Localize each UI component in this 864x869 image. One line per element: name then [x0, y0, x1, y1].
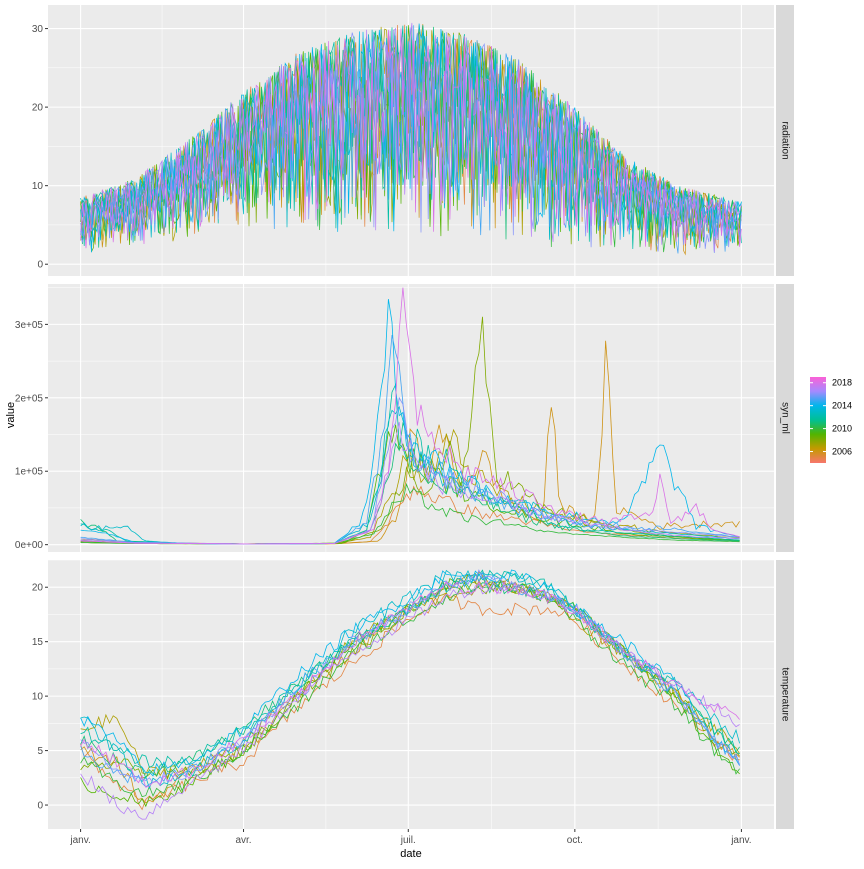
- y-tick-label: 0: [37, 801, 43, 812]
- y-tick-label: 15: [32, 637, 44, 648]
- legend-label: 2010: [832, 424, 852, 434]
- series-line-2013: [80, 569, 740, 790]
- legend-colorbar: [810, 377, 826, 463]
- y-tick-label: 3e+05: [15, 320, 44, 331]
- x-tick-label: avr.: [235, 835, 251, 846]
- series-group: [80, 22, 742, 256]
- legend: 2018 2014 2010 2006: [810, 377, 852, 463]
- legend-label: 2018: [832, 378, 852, 388]
- series-line-2012: [80, 569, 740, 769]
- y-tick-label: 0e+00: [15, 540, 44, 551]
- y-tick-label: 30: [32, 24, 44, 35]
- facet-strip: [776, 284, 794, 552]
- facet-syn_ml: 0e+00 1e+05 2e+05 3e+05 syn_ml: [15, 284, 794, 552]
- series-group: [80, 287, 740, 545]
- facet-radiation: 0 10 20 30 radiation: [32, 5, 794, 276]
- legend-label: 2014: [832, 401, 852, 411]
- facet-strip-label: radiation: [779, 121, 790, 159]
- series-line-2010: [80, 582, 740, 798]
- y-tick-label: 10: [32, 181, 44, 192]
- y-tick-label: 2e+05: [15, 393, 44, 404]
- series-line-2018: [80, 28, 742, 249]
- panel-background: [48, 560, 774, 829]
- series-line-2018: [80, 580, 740, 788]
- x-tick-label: janv.: [69, 835, 90, 846]
- x-tick-label: juil.: [400, 835, 416, 846]
- facet-strip: [776, 5, 794, 276]
- panel-background: [48, 284, 774, 552]
- y-tick-label: 0: [37, 260, 43, 271]
- x-axis: janv. avr. juil. oct. janv.: [69, 829, 752, 846]
- series-line-2016: [80, 569, 740, 785]
- y-tick-label: 20: [32, 583, 44, 594]
- facet-strip-label: syn_ml: [779, 402, 790, 434]
- y-tick-label: 1e+05: [15, 467, 44, 478]
- y-tick-label: 10: [32, 692, 44, 703]
- x-tick-label: oct.: [567, 835, 583, 846]
- facet-strip: [776, 560, 794, 829]
- x-axis-title: date: [400, 848, 421, 860]
- series-line-2018: [80, 287, 740, 545]
- series-line-2017: [80, 581, 740, 820]
- facet-panels: 0 10 20 30 radiation 0e+00 1e+05 2e+05 3e+05 syn_…: [15, 5, 794, 829]
- series-line-2005: [80, 592, 740, 811]
- y-tick-label: 5: [37, 746, 43, 757]
- series-group: [80, 569, 740, 820]
- facet-strip-label: temperature: [779, 668, 790, 722]
- series-line-2014: [80, 569, 740, 777]
- y-axis-title: value: [5, 402, 17, 428]
- y-tick-label: 20: [32, 103, 44, 114]
- legend-label: 2006: [832, 447, 852, 457]
- facet-temperature: 0 5 10 15 20 temperature: [32, 559, 794, 829]
- x-tick-label: janv.: [730, 835, 751, 846]
